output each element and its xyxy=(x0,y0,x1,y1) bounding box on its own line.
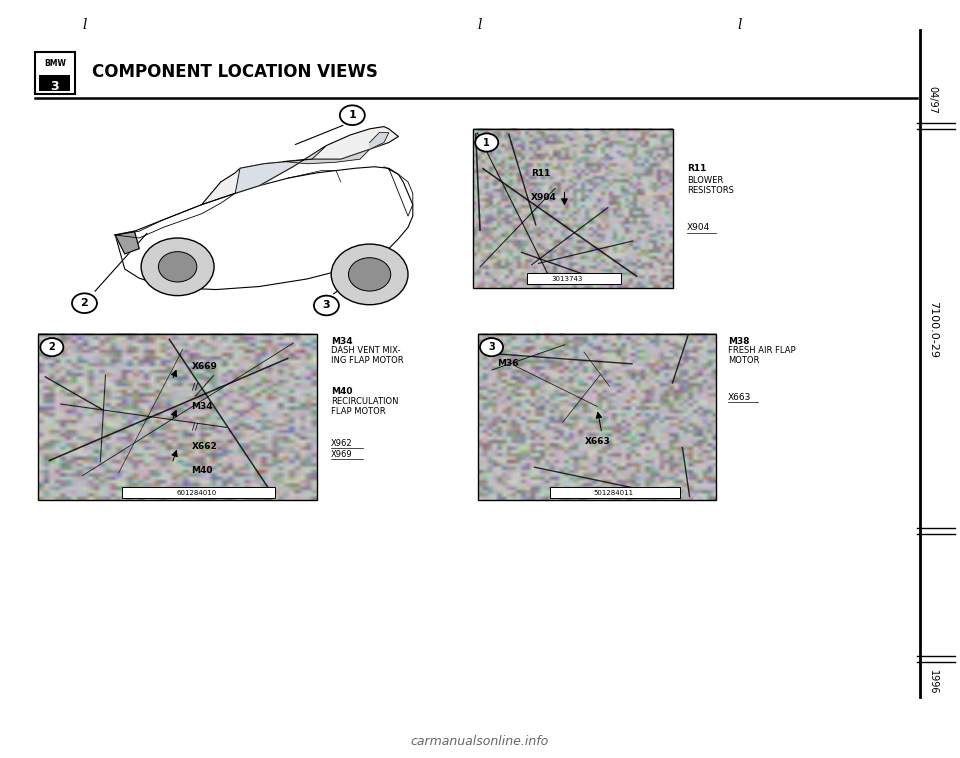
Text: X669: X669 xyxy=(192,362,217,371)
Text: FRESH AIR FLAP: FRESH AIR FLAP xyxy=(728,346,795,356)
Text: M40: M40 xyxy=(192,465,213,475)
Text: X904: X904 xyxy=(531,193,557,202)
Text: 1: 1 xyxy=(483,137,491,148)
Text: M34: M34 xyxy=(192,402,213,412)
Text: M40: M40 xyxy=(331,387,352,396)
Text: DASH VENT MIX-: DASH VENT MIX- xyxy=(331,346,400,356)
Text: carmanualsonline.info: carmanualsonline.info xyxy=(411,735,549,748)
Text: COMPONENT LOCATION VIEWS: COMPONENT LOCATION VIEWS xyxy=(92,63,378,81)
Text: FLAP MOTOR: FLAP MOTOR xyxy=(331,407,386,416)
Circle shape xyxy=(158,252,197,282)
Circle shape xyxy=(314,296,339,315)
Text: l: l xyxy=(737,18,741,32)
Circle shape xyxy=(141,238,214,296)
Text: X969: X969 xyxy=(331,450,353,459)
Polygon shape xyxy=(202,127,398,205)
Text: X663: X663 xyxy=(728,393,751,402)
Text: 1: 1 xyxy=(348,110,356,121)
Text: 3: 3 xyxy=(323,300,330,311)
Text: BLOWER: BLOWER xyxy=(687,176,723,185)
Text: M34: M34 xyxy=(331,337,353,346)
Text: X962: X962 xyxy=(331,439,353,448)
Text: X663: X663 xyxy=(586,437,611,446)
Circle shape xyxy=(331,244,408,305)
Text: X904: X904 xyxy=(687,223,710,232)
Bar xyxy=(39,75,70,91)
Polygon shape xyxy=(235,146,326,193)
Text: 2: 2 xyxy=(48,342,56,352)
Text: X662: X662 xyxy=(192,443,217,452)
Bar xyxy=(38,334,317,500)
Polygon shape xyxy=(115,167,413,290)
Text: l: l xyxy=(478,18,482,32)
Polygon shape xyxy=(370,133,389,149)
Text: 3: 3 xyxy=(51,80,59,92)
Text: RECIRCULATION: RECIRCULATION xyxy=(331,397,398,406)
Text: M36: M36 xyxy=(497,359,518,368)
Circle shape xyxy=(72,293,97,313)
Bar xyxy=(549,487,681,498)
Text: 3013743: 3013743 xyxy=(551,276,583,282)
Text: R11: R11 xyxy=(531,169,550,178)
Text: M38: M38 xyxy=(728,337,749,346)
Text: 3: 3 xyxy=(488,342,495,352)
Text: l: l xyxy=(83,18,86,32)
Text: 2: 2 xyxy=(81,298,88,309)
Circle shape xyxy=(40,338,63,356)
Text: 501284011: 501284011 xyxy=(593,490,634,496)
Polygon shape xyxy=(115,231,139,254)
Bar xyxy=(527,273,621,284)
Text: R11: R11 xyxy=(687,164,707,173)
Bar xyxy=(478,334,716,500)
Text: //: // xyxy=(192,382,198,391)
Polygon shape xyxy=(283,149,370,164)
Text: //: // xyxy=(192,422,198,431)
Circle shape xyxy=(480,338,503,356)
Text: RESISTORS: RESISTORS xyxy=(687,186,733,195)
Bar xyxy=(122,487,275,498)
Text: 601284010: 601284010 xyxy=(177,490,217,496)
Circle shape xyxy=(340,105,365,125)
Text: BMW: BMW xyxy=(44,59,65,68)
Bar xyxy=(473,129,673,288)
Circle shape xyxy=(348,258,391,291)
Text: ING FLAP MOTOR: ING FLAP MOTOR xyxy=(331,356,404,365)
Text: 7100.0-29: 7100.0-29 xyxy=(927,301,938,359)
Circle shape xyxy=(475,133,498,152)
Text: 1996: 1996 xyxy=(927,670,938,694)
Text: MOTOR: MOTOR xyxy=(728,356,759,365)
Bar xyxy=(35,52,75,94)
Text: 04/97: 04/97 xyxy=(927,86,938,114)
